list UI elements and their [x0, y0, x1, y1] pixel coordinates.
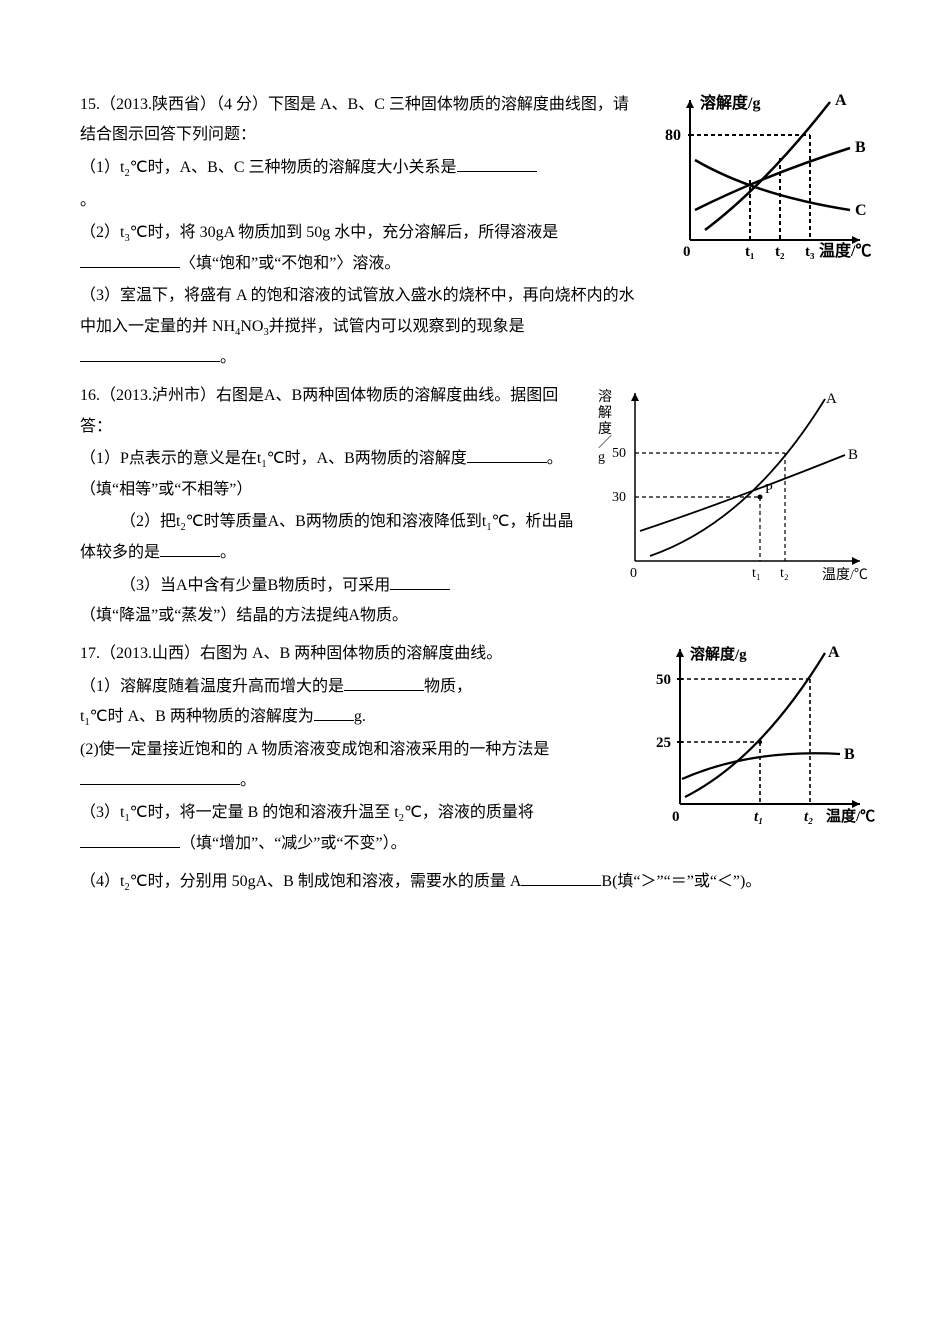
q16-p1: （1）P点表示的意义是在t1℃时，A、B两物质的溶解度。（填“相等”或“不相等”… [80, 444, 576, 505]
q16-p3: （3）当A中含有少量B物质时，可采用 （填“降温”或“蒸发”）结晶的方法提纯A物… [80, 571, 576, 632]
series-B: B [848, 447, 858, 463]
ytick-50: 50 [656, 672, 671, 688]
q16-header: 16.（2013.泸州市）右图是A、B两种固体物质的溶解度曲线。据图回答： [80, 381, 576, 442]
text: （填“降温”或“蒸发”）结晶的方法提纯A物质。 [80, 607, 408, 624]
xtick-t2: t₂ [780, 566, 789, 581]
text: ℃时，分别用 50gA、B 制成饱和溶液，需要水的质量 A [130, 873, 522, 890]
text: （填“增加”、“减少”或“不变”）。 [180, 835, 407, 852]
series-C: C [855, 202, 867, 219]
text: 物质， [424, 678, 472, 695]
q15-p1: （1）t2℃时，A、B、C 三种物质的溶解度大小关系是 [80, 153, 641, 184]
q16-chart: 50 30 P 溶 解 度 ／ g 温度/℃ 0 t₁ t₂ A [590, 381, 880, 591]
blank [457, 153, 537, 172]
series-A: A [835, 92, 847, 109]
origin: 0 [672, 809, 680, 825]
text: （2）t [80, 224, 124, 241]
text: ℃，溶液的质量将 [404, 804, 534, 821]
ytick-25: 25 [656, 735, 671, 751]
ytick-30: 30 [612, 490, 626, 505]
p-label: P [765, 482, 773, 497]
text: （1）溶解度随着温度升高而增大的是 [80, 678, 344, 695]
q15-chart: 80 溶解度/g 温度/℃ 0 t₁ t₂ t₃ A B C [655, 90, 880, 265]
blank [344, 672, 424, 691]
xtick-t3: t₃ [805, 244, 815, 260]
xtick-t2: t₂ [775, 244, 785, 260]
text: 。 [220, 544, 236, 561]
text: NO [240, 318, 263, 335]
text: ℃时，A、B两物质的溶解度 [267, 450, 467, 467]
xlabel: 温度/℃ [826, 807, 875, 825]
text: 〈填“饱和”或“不饱和”〉溶液。 [180, 255, 400, 272]
blank [80, 343, 220, 362]
xtick-t2: t₂ [804, 809, 813, 825]
blank [80, 249, 180, 268]
text: g. [354, 708, 366, 725]
text: （1）P点表示的意义是在t [80, 450, 261, 467]
origin: 0 [683, 244, 691, 260]
ytick-80: 80 [665, 127, 681, 144]
series-A: A [828, 644, 840, 661]
text: (2)使一定量接近饱和的 A 物质溶液变成饱和溶液采用的一种方法是 [80, 741, 549, 758]
ylabel-1: 溶 [598, 389, 612, 405]
ylabel: 溶解度/g [690, 645, 747, 663]
blank [80, 829, 180, 848]
series-B: B [844, 746, 855, 763]
q17-p3: （3）t1℃时，将一定量 B 的饱和溶液升温至 t2℃，溶液的质量将（填“增加”… [80, 798, 626, 859]
text: （2）把t [80, 513, 180, 530]
blank [390, 571, 450, 590]
series-B: B [855, 139, 866, 156]
blank [80, 766, 240, 785]
xtick-t1: t₁ [745, 244, 755, 260]
q17-header: 17.（2013.山西）右图为 A、B 两种固体物质的溶解度曲线。 [80, 639, 626, 669]
q17-p2: (2)使一定量接近饱和的 A 物质溶液变成饱和溶液采用的一种方法是。 [80, 735, 626, 796]
xtick-t1: t₁ [752, 566, 761, 581]
text: （1）t [80, 159, 124, 176]
q15-p2: （2）t3℃时，将 30gA 物质加到 50g 水中，充分溶解后，所得溶液是〈填… [80, 218, 641, 279]
text: 。 [240, 772, 256, 789]
text: B(填“＞”“＝”或“＜”)。 [601, 873, 761, 890]
q15-p3: （3）室温下，将盛有 A 的饱和溶液的试管放入盛水的烧杯中，再向烧杯内的水中加入… [80, 281, 641, 373]
ylabel-4: ／ [598, 435, 612, 451]
xlabel: 温度/℃ [818, 241, 871, 260]
xtick-t1: t₁ [754, 809, 763, 825]
blank [467, 444, 547, 463]
q17-chart: 50 25 溶解度/g 温度/℃ 0 t₁ t₂ A B [640, 639, 880, 834]
origin: 0 [630, 566, 637, 581]
q17-p1: （1）溶解度随着温度升高而增大的是物质， t1℃时 A、B 两种物质的溶解度为g… [80, 672, 626, 733]
xlabel: 温度/℃ [822, 567, 868, 583]
q15-p1-end: 。 [80, 186, 641, 216]
text: （4）t [80, 873, 124, 890]
q17-p4: （4）t2℃时，分别用 50gA、B 制成饱和溶液，需要水的质量 AB(填“＞”… [80, 867, 880, 898]
text: ℃时等质量A、B两物质的饱和溶液降低到t [186, 513, 487, 530]
text: ℃时 A、B 两种物质的溶解度为 [90, 708, 314, 725]
q16-p2: （2）把t2℃时等质量A、B两物质的饱和溶液降低到t1℃，析出晶体较多的是。 [80, 507, 576, 568]
text: （3）t [80, 804, 124, 821]
text: ℃时，将 30gA 物质加到 50g 水中，充分溶解后，所得溶液是 [130, 224, 559, 241]
blank [521, 868, 601, 887]
series-A: A [826, 391, 837, 407]
ylabel-2: 解 [598, 405, 612, 421]
text: 。 [220, 349, 236, 366]
text: 并搅拌，试管内可以观察到的现象是 [269, 318, 525, 335]
blank [160, 539, 220, 558]
ylabel: 溶解度/g [700, 93, 760, 112]
q15-header: 15.（2013.陕西省）（4 分）下图是 A、B、C 三种固体物质的溶解度曲线… [80, 90, 641, 151]
ylabel-3: 度 [598, 421, 612, 437]
ylabel-5: g [598, 450, 605, 465]
text: ℃时，A、B、C 三种物质的溶解度大小关系是 [130, 159, 457, 176]
text: （3）当A中含有少量B物质时，可采用 [80, 577, 390, 594]
text: ℃时，将一定量 B 的饱和溶液升温至 t [130, 804, 399, 821]
ytick-50: 50 [612, 446, 626, 461]
blank [314, 703, 354, 722]
